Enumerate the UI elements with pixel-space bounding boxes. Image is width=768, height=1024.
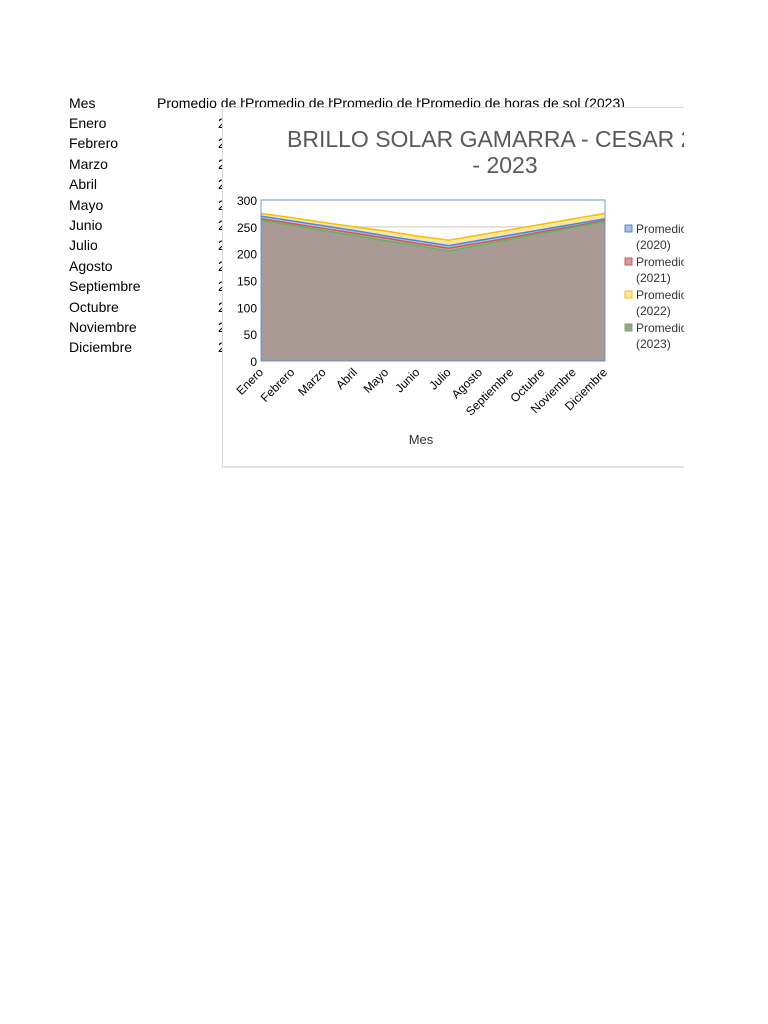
legend-label-year: (2020) <box>636 238 671 252</box>
value-cell: 2 <box>218 318 226 336</box>
month-cell: Mayo <box>69 196 104 213</box>
line-2022 <box>260 212 606 242</box>
line-2020 <box>260 215 606 247</box>
legend-label-year: (2022) <box>636 304 671 318</box>
legend-label-year: (2023) <box>636 337 671 351</box>
value-cell: 2 <box>218 216 226 234</box>
x-tick-label: Mayo <box>361 365 392 396</box>
legend-label-year: (2021) <box>636 271 671 285</box>
value-cell: 2 <box>218 236 226 254</box>
legend-swatch <box>624 323 633 332</box>
legend-label: Promedio <box>636 288 684 302</box>
y-tick-label: 50 <box>244 328 258 342</box>
line-2021 <box>260 218 606 250</box>
value-cell: 2 <box>218 257 226 275</box>
value-cell: 2 <box>218 155 226 173</box>
month-cell: Octubre <box>69 298 119 315</box>
x-tick-label: Julio <box>426 365 454 393</box>
area-2023 <box>261 220 605 361</box>
x-tick-label: Abril <box>333 365 360 392</box>
legend-label: Promedio <box>636 255 684 269</box>
plot-border <box>260 199 606 362</box>
x-tick-label: Junio <box>392 365 422 395</box>
y-tick-label: 250 <box>237 221 257 235</box>
month-cell: Septiembre <box>69 278 141 295</box>
legend-label: Promedio <box>636 222 684 236</box>
value-cell: 2 <box>218 277 226 295</box>
line-2023 <box>260 219 606 252</box>
chart-title-line1: BRILLO SOLAR GAMARRA - CESAR 2 <box>287 126 684 152</box>
chart-title-line2: - 2023 <box>472 152 537 178</box>
value-cell: 2 <box>218 196 226 214</box>
header-mes: Mes <box>69 95 96 111</box>
legend-swatch <box>624 257 633 266</box>
y-tick-label: 0 <box>250 355 257 369</box>
value-cell: 2 <box>218 338 226 356</box>
y-tick-label: 100 <box>237 301 257 315</box>
y-tick-label: 300 <box>237 194 257 208</box>
month-cell: Agosto <box>69 257 113 274</box>
month-cell: Noviembre <box>69 319 137 335</box>
value-cell: 2 <box>218 298 226 316</box>
x-tick-label: Febrero <box>258 365 298 405</box>
month-cell: Diciembre <box>69 339 133 356</box>
y-tick-label: 200 <box>237 248 257 262</box>
value-cell: 2 <box>218 134 226 152</box>
x-axis-label: Mes <box>409 432 434 447</box>
chart[interactable]: BRILLO SOLAR GAMARRA - CESAR 2 - 2023 Me… <box>222 107 684 468</box>
legend-swatch <box>624 224 633 233</box>
month-cell: Abril <box>69 176 98 193</box>
value-cell: 2 <box>218 175 226 193</box>
legend-label: Promedio <box>636 321 684 335</box>
month-cell: Enero <box>69 115 107 131</box>
x-tick-label: Marzo <box>295 365 329 399</box>
month-cell: Junio <box>69 217 103 233</box>
y-tick-label: 150 <box>237 275 257 289</box>
value-cell: 2 <box>218 114 226 132</box>
month-cell: Marzo <box>69 155 108 172</box>
legend-swatch <box>624 290 633 299</box>
month-cell: Julio <box>69 237 98 254</box>
area-chart: BRILLO SOLAR GAMARRA - CESAR 2 - 2023 Me… <box>234 126 684 447</box>
month-cell: Febrero <box>69 135 119 152</box>
